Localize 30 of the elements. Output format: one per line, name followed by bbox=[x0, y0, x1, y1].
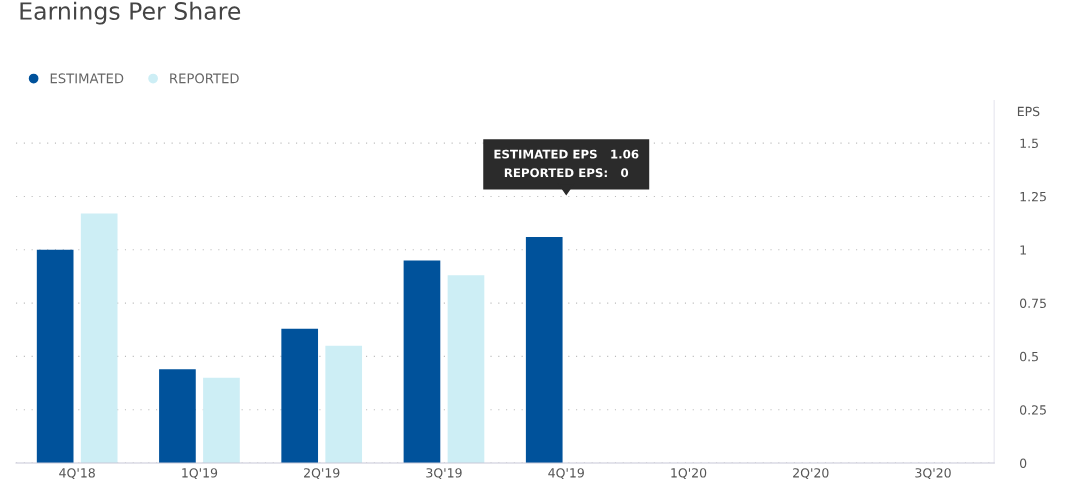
x-tick-label: 4Q'18 bbox=[59, 468, 95, 480]
bar bbox=[281, 328, 319, 464]
y-tick-label: 0 bbox=[1019, 458, 1027, 468]
bar bbox=[36, 249, 74, 464]
bar bbox=[447, 275, 485, 464]
annotation: REPORTED EPS: 0 bbox=[504, 168, 629, 178]
legend-label: REPORTED bbox=[170, 73, 239, 84]
x-tick-label: 4Q'19 bbox=[548, 468, 584, 480]
x-tick-label: 3Q'19 bbox=[426, 468, 462, 480]
y-axis-title: EPS bbox=[1017, 106, 1040, 117]
y-tick-label: 1.5 bbox=[1020, 138, 1038, 149]
bar bbox=[325, 345, 363, 464]
bar bbox=[159, 369, 196, 464]
annotation: ESTIMATED EPS 1.06 bbox=[494, 149, 639, 159]
bar bbox=[203, 377, 240, 464]
y-tick-label: 0.75 bbox=[1019, 298, 1046, 309]
y-tick-label: 1 bbox=[1020, 245, 1026, 255]
y-tick-label: 0.25 bbox=[1019, 405, 1046, 415]
bar bbox=[403, 260, 441, 464]
x-tick-label: 3Q'20 bbox=[915, 468, 951, 480]
x-tick-label: 1Q'20 bbox=[671, 468, 707, 480]
y-tick-label: 1.25 bbox=[1020, 191, 1046, 202]
x-tick-label: 2Q'20 bbox=[793, 468, 829, 480]
legend-label: ESTIMATED bbox=[50, 73, 124, 84]
y-tick-label: 0.5 bbox=[1019, 351, 1038, 362]
x-tick-label: 1Q'19 bbox=[182, 468, 218, 480]
bar bbox=[80, 213, 118, 464]
chart-title: Earnings Per Share bbox=[20, 1, 241, 25]
bar bbox=[525, 236, 563, 464]
x-tick-label: 2Q'19 bbox=[304, 468, 340, 480]
